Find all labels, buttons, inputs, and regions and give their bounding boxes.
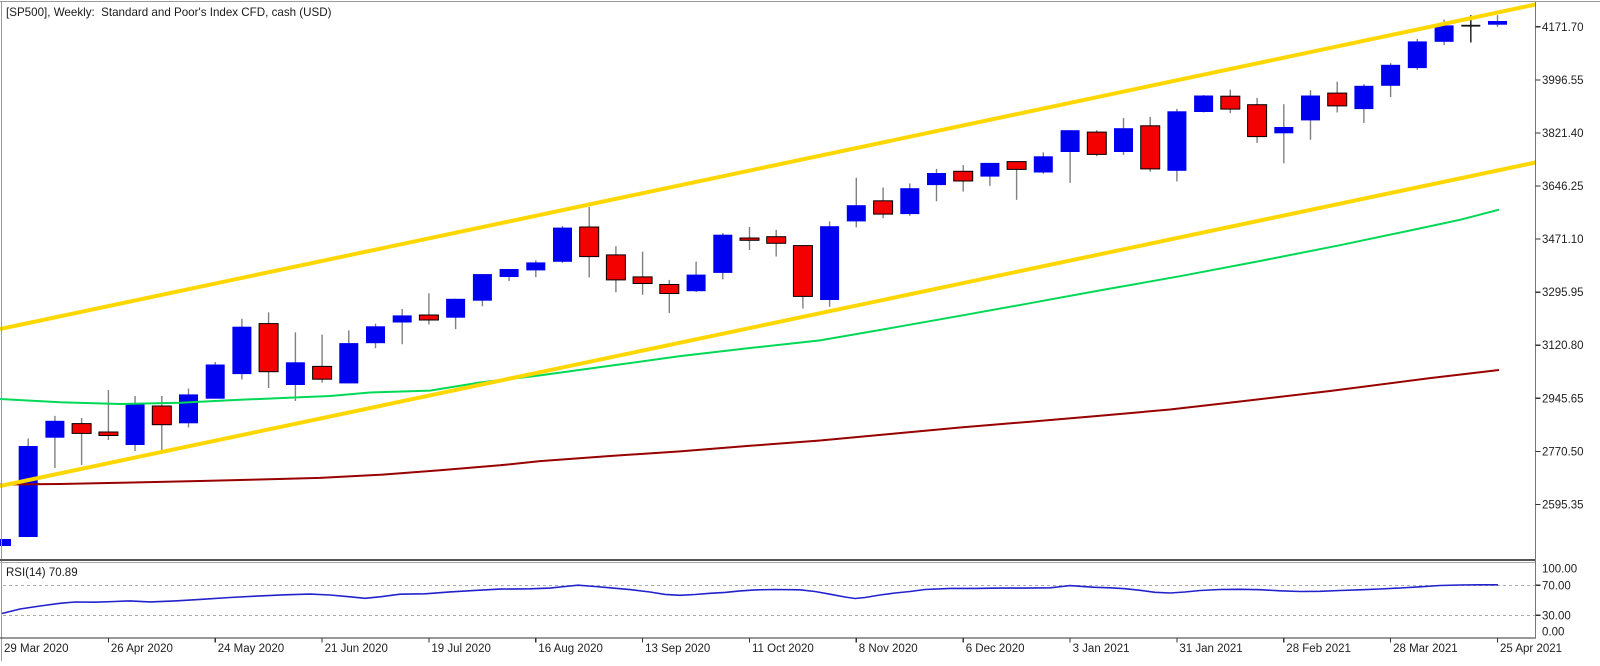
svg-text:21 Jun 2020: 21 Jun 2020 <box>325 643 388 655</box>
svg-text:13 Sep 2020: 13 Sep 2020 <box>645 643 710 655</box>
svg-text:28 Mar 2021: 28 Mar 2021 <box>1393 643 1458 655</box>
svg-text:70.00: 70.00 <box>1542 580 1571 592</box>
svg-text:16 Aug 2020: 16 Aug 2020 <box>538 643 603 655</box>
svg-text:29 Mar 2020: 29 Mar 2020 <box>4 643 69 655</box>
svg-text:3 Jan 2021: 3 Jan 2021 <box>1073 643 1130 655</box>
svg-text:11 Oct 2020: 11 Oct 2020 <box>752 643 814 655</box>
svg-text:3646.25: 3646.25 <box>1542 181 1584 193</box>
svg-text:100.00: 100.00 <box>1542 564 1577 576</box>
svg-text:19 Jul 2020: 19 Jul 2020 <box>431 643 490 655</box>
svg-text:30.00: 30.00 <box>1542 610 1571 622</box>
svg-text:24 May 2020: 24 May 2020 <box>218 643 285 655</box>
svg-text:8 Nov 2020: 8 Nov 2020 <box>859 643 918 655</box>
svg-text:RSI(14) 70.89: RSI(14) 70.89 <box>6 567 78 579</box>
svg-text:2945.65: 2945.65 <box>1542 393 1584 405</box>
svg-text:26 Apr 2020: 26 Apr 2020 <box>111 643 173 655</box>
svg-text:31 Jan 2021: 31 Jan 2021 <box>1179 643 1242 655</box>
svg-text:3295.95: 3295.95 <box>1542 287 1584 299</box>
svg-text:2595.35: 2595.35 <box>1542 499 1584 511</box>
svg-text:28 Feb 2021: 28 Feb 2021 <box>1286 643 1351 655</box>
svg-text:3821.40: 3821.40 <box>1542 128 1584 140</box>
svg-text:25 Apr 2021: 25 Apr 2021 <box>1500 643 1562 655</box>
svg-text:0.00: 0.00 <box>1542 627 1564 639</box>
svg-text:[SP500], Weekly: Standard and: [SP500], Weekly: Standard and Poor's Ind… <box>6 6 332 19</box>
svg-text:3471.10: 3471.10 <box>1542 234 1584 246</box>
svg-text:2770.50: 2770.50 <box>1542 446 1584 458</box>
svg-text:3120.80: 3120.80 <box>1542 340 1584 352</box>
svg-text:3996.55: 3996.55 <box>1542 75 1584 87</box>
svg-text:4171.70: 4171.70 <box>1542 22 1584 34</box>
svg-text:6 Dec 2020: 6 Dec 2020 <box>966 643 1025 655</box>
